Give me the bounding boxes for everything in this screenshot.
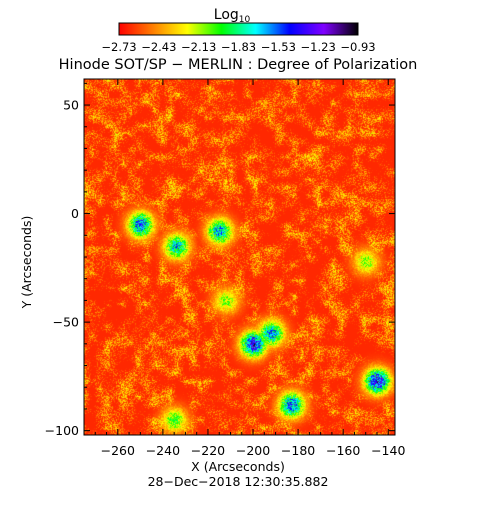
colorbar-tick-label: −2.73 <box>101 40 136 54</box>
heatmap-image <box>84 79 395 435</box>
plot-area: −260 −240 −220 −200 −180 −160 −140 50 0 −50 −100 <box>45 78 405 458</box>
x-tick-label: −220 <box>191 443 225 458</box>
timestamp: 28−Dec−2018 12:30:35.882 <box>148 474 329 489</box>
x-axis: −260 −240 −220 −200 −180 −160 −140 <box>94 79 405 458</box>
colorbar-tick-label: −0.93 <box>340 40 375 54</box>
y-tick-label: 0 <box>71 206 79 221</box>
y-tick-label: 50 <box>63 98 79 113</box>
colorbar-tick-label: −1.53 <box>261 40 296 54</box>
colorbar-tick-label: −2.43 <box>141 40 176 54</box>
colorbar-ticks: −2.73 −2.43 −2.13 −1.83 −1.53 −1.23 −0.93 <box>101 40 375 54</box>
x-tick-label: −200 <box>236 443 270 458</box>
y-axis: 50 0 −50 −100 <box>45 82 395 438</box>
colorbar-title: Log10 <box>214 7 251 25</box>
colorbar-gradient <box>118 22 359 36</box>
colorbar-tick-label: −1.83 <box>221 40 256 54</box>
y-tick-label: −100 <box>45 423 79 438</box>
x-tick-label: −160 <box>326 443 360 458</box>
y-tick-label: −50 <box>53 315 79 330</box>
colorbar-tick-label: −2.13 <box>181 40 216 54</box>
x-axis-label: X (Arcseconds) <box>191 459 285 474</box>
x-tick-label: −240 <box>146 443 180 458</box>
colorbar-tick-label: −1.23 <box>301 40 336 54</box>
colorbar: Log10 −2.73 −2.43 −2.13 −1.83 −1.53 −1.23 −0.9… <box>101 7 375 54</box>
x-tick-label: −180 <box>281 443 315 458</box>
x-tick-label: −140 <box>371 443 405 458</box>
chart-title: Hinode SOT/SP − MERLIN : Degree of Polar… <box>59 57 418 73</box>
x-tick-label: −260 <box>101 443 135 458</box>
y-axis-label: Y (Arcseconds) <box>19 216 34 310</box>
